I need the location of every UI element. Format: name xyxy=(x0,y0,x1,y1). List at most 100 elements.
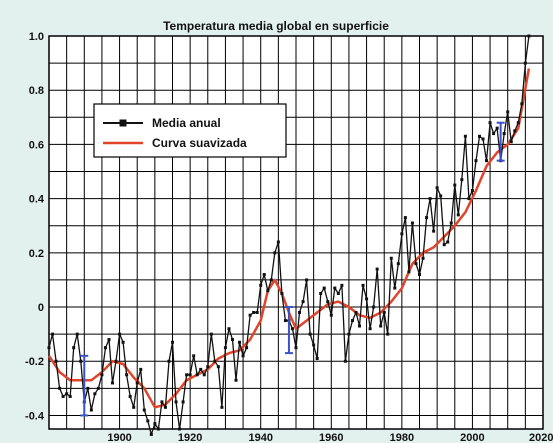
error-bar xyxy=(496,121,505,162)
annual-point xyxy=(400,232,404,236)
annual-point xyxy=(315,357,319,361)
annual-point xyxy=(301,300,305,304)
annual-point xyxy=(513,129,517,133)
annual-point xyxy=(213,359,217,363)
annual-point xyxy=(389,256,393,260)
annual-point xyxy=(428,197,432,201)
annual-point xyxy=(220,405,224,409)
annual-point xyxy=(368,327,372,331)
annual-point xyxy=(449,221,453,225)
annual-point xyxy=(333,286,337,290)
annual-point xyxy=(523,61,527,65)
annual-point xyxy=(195,373,199,377)
annual-point xyxy=(223,346,227,350)
annual-point xyxy=(72,346,76,350)
annual-point xyxy=(103,346,107,350)
annual-point xyxy=(273,251,277,255)
annual-point xyxy=(340,283,344,287)
annual-point xyxy=(453,183,457,187)
annual-point xyxy=(202,373,206,377)
x-tick-label: 1940 xyxy=(248,432,272,443)
annual-point xyxy=(336,291,340,295)
y-tick-label: -0.2 xyxy=(25,356,44,368)
annual-point xyxy=(230,338,234,342)
annual-point xyxy=(128,394,132,398)
annual-point xyxy=(118,332,122,336)
annual-point xyxy=(403,216,407,220)
annual-point xyxy=(354,310,358,314)
annual-point xyxy=(252,310,256,314)
annual-point xyxy=(199,367,203,371)
annual-point xyxy=(326,300,330,304)
annual-point xyxy=(86,386,90,390)
annual-point xyxy=(319,291,323,295)
annual-point xyxy=(474,159,478,163)
annual-point xyxy=(276,240,280,244)
annual-point xyxy=(75,332,79,336)
annual-point xyxy=(308,332,312,336)
annual-point xyxy=(135,381,139,385)
legend-smooth-label: Curva suavizada xyxy=(152,136,247,150)
annual-point xyxy=(477,134,481,138)
annual-point xyxy=(174,400,178,404)
annual-point xyxy=(283,319,287,323)
legend-box xyxy=(93,103,287,158)
annual-point xyxy=(209,332,213,336)
annual-point xyxy=(410,221,414,225)
annual-point xyxy=(460,178,464,182)
x-tick-label: 1920 xyxy=(178,432,202,443)
annual-point xyxy=(435,186,439,190)
annual-point xyxy=(358,324,362,328)
annual-point xyxy=(502,132,506,136)
legend: Media anual Curva suavizada xyxy=(93,103,287,158)
annual-point xyxy=(343,359,347,363)
y-tick-label: 0.2 xyxy=(29,248,44,260)
annual-point xyxy=(393,286,397,290)
annual-point xyxy=(407,270,411,274)
annual-point xyxy=(132,405,136,409)
annual-point xyxy=(350,319,354,323)
x-tick-label: 2020 xyxy=(529,432,553,443)
annual-point xyxy=(259,283,263,287)
annual-point xyxy=(171,340,174,344)
legend-annual-label: Media anual xyxy=(152,116,221,130)
annual-point xyxy=(432,229,436,233)
annual-point xyxy=(509,140,513,144)
annual-point xyxy=(156,427,160,431)
smoothed-curve-layer xyxy=(47,68,531,409)
annual-point xyxy=(372,305,376,309)
annual-point xyxy=(178,427,182,431)
annual-point xyxy=(506,110,510,114)
annual-point xyxy=(188,373,192,377)
annual-point xyxy=(216,365,220,369)
annual-point xyxy=(192,354,196,358)
error-bars-layer xyxy=(80,121,505,417)
annual-point xyxy=(89,408,93,412)
annual-point xyxy=(379,324,383,328)
y-tick-labels: 1.0 0.8 0.6 0.4 0.2 0 -0.2 -0.4 xyxy=(25,31,45,422)
annual-point xyxy=(488,121,492,125)
annual-point xyxy=(255,310,259,314)
annual-point xyxy=(425,216,429,220)
annual-point xyxy=(142,408,146,412)
annual-point xyxy=(111,381,115,385)
annual-point xyxy=(418,273,421,277)
annual-point xyxy=(181,400,185,404)
x-tick-label: 2000 xyxy=(460,432,484,443)
annual-point xyxy=(61,394,65,398)
error-bar xyxy=(284,306,293,355)
annual-point xyxy=(470,188,474,192)
annual-point xyxy=(227,327,231,331)
annual-point xyxy=(329,313,333,317)
annual-point xyxy=(269,278,273,282)
annual-point xyxy=(206,365,210,369)
annual-point xyxy=(266,289,270,293)
y-tick-label: 0.4 xyxy=(29,194,45,206)
annual-point xyxy=(467,197,471,201)
annual-point xyxy=(241,354,245,358)
annual-point xyxy=(280,291,284,295)
annual-point xyxy=(107,338,111,342)
annual-point xyxy=(396,262,400,266)
annual-point xyxy=(492,132,496,136)
annual-point xyxy=(54,359,58,363)
